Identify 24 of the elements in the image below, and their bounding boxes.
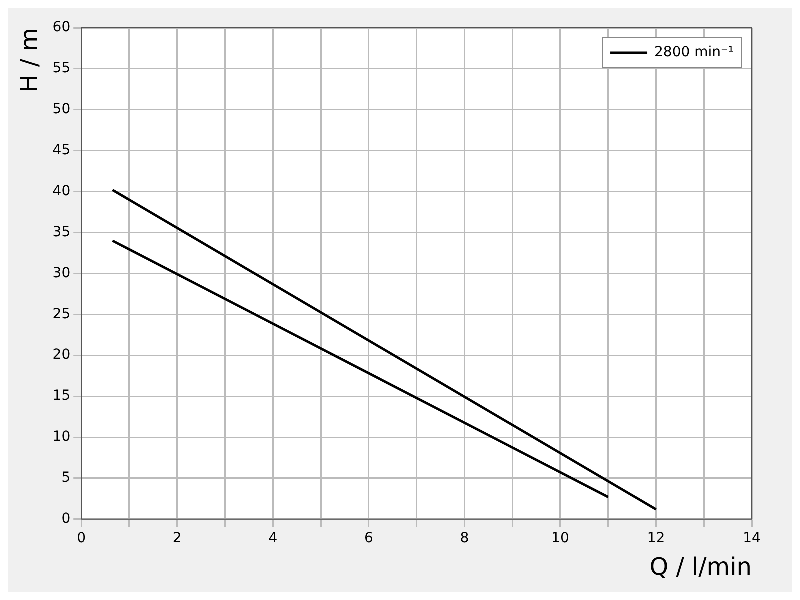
- y-tick-label: 25: [52, 306, 71, 322]
- y-tick-label: 0: [62, 511, 71, 528]
- x-tick-label: 2: [172, 530, 182, 546]
- y-tick-label: 50: [52, 102, 71, 118]
- x-tick-label: 14: [743, 530, 761, 546]
- x-tick-label: 8: [460, 530, 470, 546]
- y-tick-label: 10: [52, 429, 71, 446]
- y-tick-label: 5: [62, 470, 71, 486]
- y-tick-label: 20: [52, 347, 71, 364]
- y-tick-label: 15: [52, 388, 71, 404]
- x-axis-title: Q / l/min: [650, 552, 752, 581]
- y-tick-label: 35: [52, 224, 71, 240]
- x-tick-label: 6: [364, 530, 374, 546]
- y-axis-title: H / m: [16, 28, 44, 93]
- x-tick-label: 0: [77, 530, 86, 546]
- x-tick-label: 12: [647, 530, 666, 546]
- x-tick-label: 4: [268, 530, 278, 546]
- y-tick-label: 45: [52, 142, 71, 158]
- y-tick-label: 55: [52, 60, 71, 77]
- x-tick-label: 10: [552, 530, 570, 546]
- legend-label: 2800 min⁻¹: [654, 44, 734, 61]
- y-tick-label: 30: [52, 265, 71, 282]
- y-tick-label: 40: [52, 183, 71, 200]
- y-tick-label: 60: [52, 20, 71, 36]
